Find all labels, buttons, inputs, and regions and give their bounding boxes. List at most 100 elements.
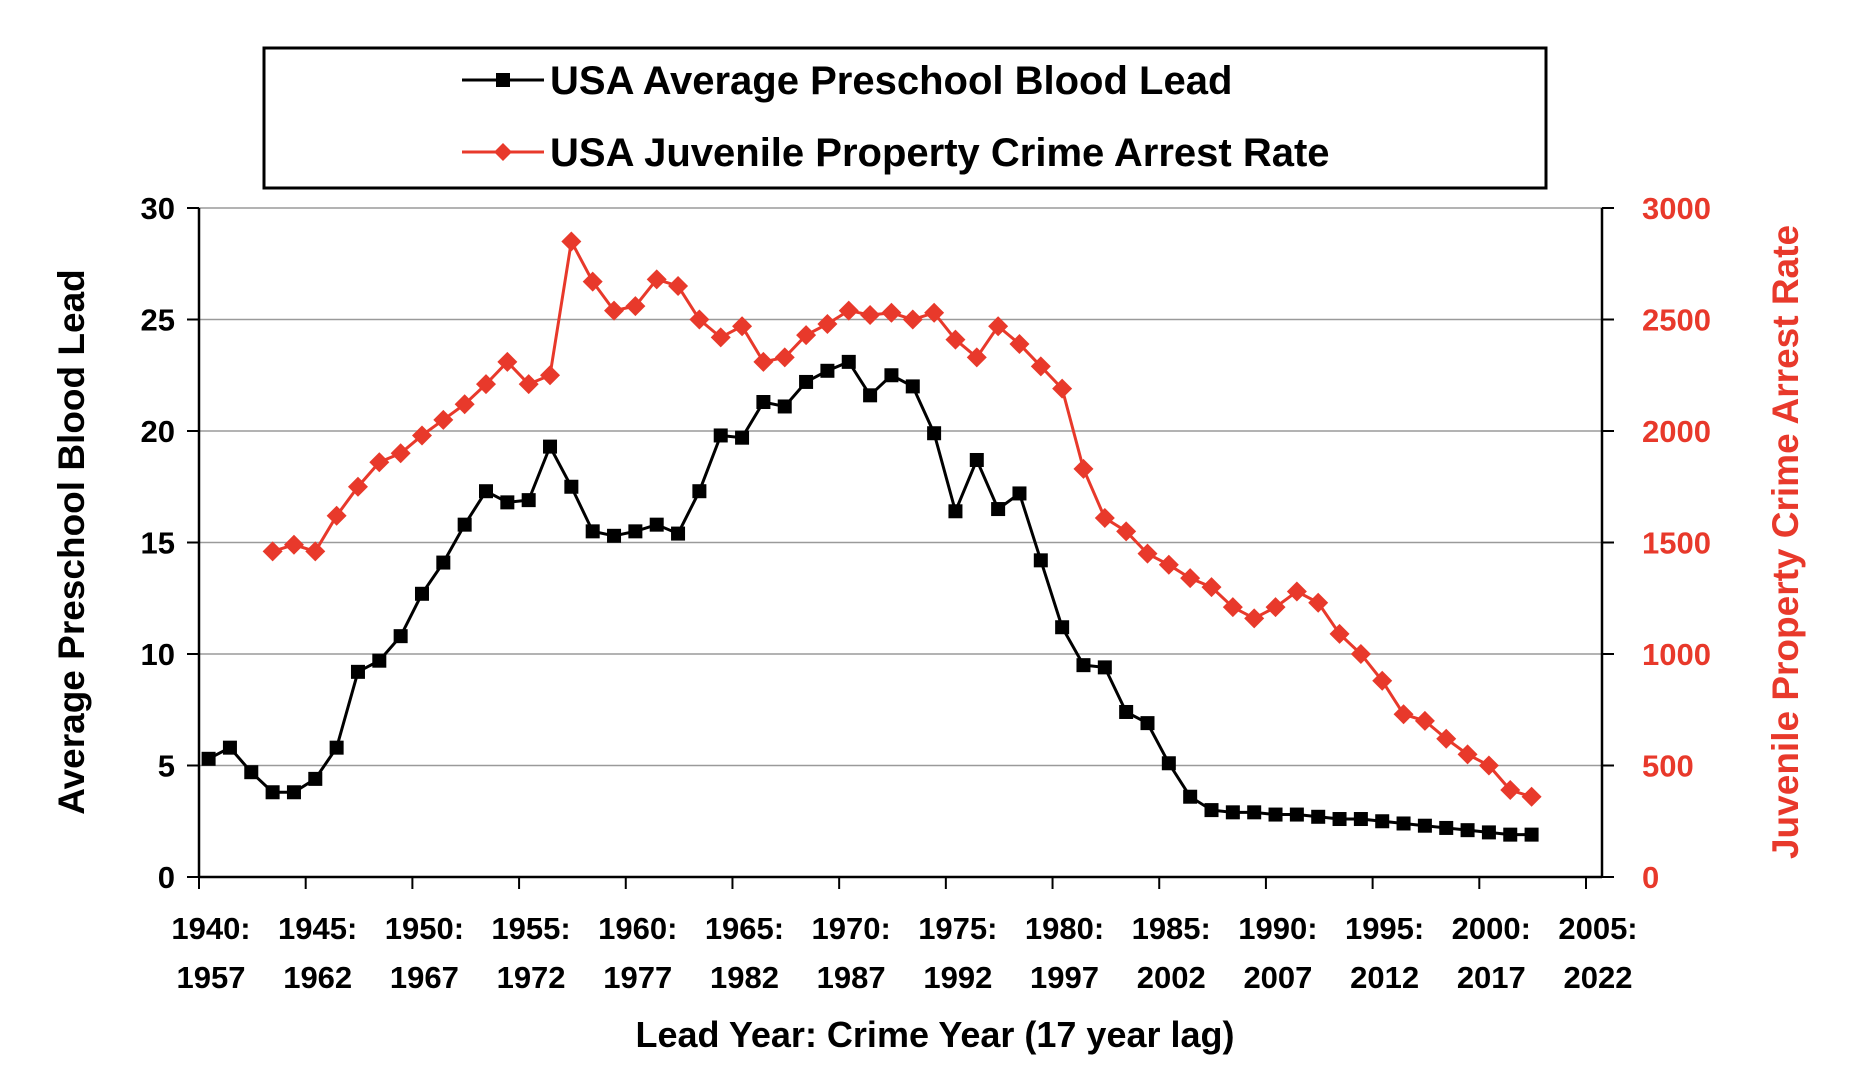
x-axis-label: Lead Year: Crime Year (17 year lag) — [635, 1014, 1234, 1055]
data-point-diamond — [625, 296, 646, 317]
data-point-square — [1481, 825, 1496, 840]
legend-label-lead: USA Average Preschool Blood Lead — [550, 59, 1232, 103]
data-point-square — [649, 517, 664, 532]
data-point-square — [1311, 809, 1326, 824]
data-point-diamond — [1222, 597, 1243, 618]
x-tick-label-lead-year: 1955: — [491, 911, 570, 946]
data-point-square — [564, 479, 579, 494]
data-point-square — [863, 388, 878, 403]
data-point-diamond — [838, 300, 859, 321]
data-point-square — [1161, 756, 1176, 771]
data-point-square — [607, 528, 622, 543]
x-tick-label-lead-year: 1970: — [812, 911, 891, 946]
data-point-diamond — [540, 365, 561, 386]
x-tick-label-crime-year: 1987 — [817, 960, 886, 995]
data-point-square — [692, 484, 707, 499]
data-point-diamond — [796, 325, 817, 346]
x-tick-label-crime-year: 2022 — [1564, 960, 1633, 995]
data-point-square — [1460, 823, 1475, 838]
data-point-square — [393, 629, 408, 644]
data-point-diamond — [369, 452, 390, 473]
data-point-square — [1055, 620, 1070, 635]
series-line — [207, 359, 1532, 837]
data-point-square — [927, 426, 942, 441]
y-right-tick-label: 0 — [1642, 860, 1659, 895]
data-point-diamond — [689, 309, 710, 330]
data-point-diamond — [902, 309, 923, 330]
data-point-square — [735, 430, 750, 445]
data-point-square — [841, 354, 856, 369]
data-point-square — [1375, 814, 1390, 829]
data-point-diamond — [881, 302, 902, 323]
data-point-diamond — [390, 443, 411, 464]
data-point-diamond — [433, 409, 454, 430]
data-point-diamond — [1393, 704, 1414, 725]
data-point-diamond — [1436, 728, 1457, 749]
data-point-diamond — [1244, 608, 1265, 629]
data-point-diamond — [497, 351, 518, 372]
x-tick-label-lead-year: 1940: — [171, 911, 250, 946]
data-point-square — [820, 363, 835, 378]
data-point-square — [1332, 812, 1347, 827]
x-tick-label-crime-year: 1972 — [497, 960, 566, 995]
data-point-square — [1353, 812, 1368, 827]
data-point-square — [222, 740, 237, 755]
data-point-diamond — [860, 305, 881, 326]
data-point-square — [436, 555, 451, 570]
data-point-diamond — [1329, 623, 1350, 644]
x-tick-label-lead-year: 1985: — [1132, 911, 1211, 946]
legend: USA Average Preschool Blood Lead USA Juv… — [262, 46, 1548, 190]
data-point-square — [521, 493, 536, 508]
x-tick-label-crime-year: 2002 — [1137, 960, 1206, 995]
data-point-diamond — [476, 374, 497, 395]
x-tick-label-crime-year: 1957 — [177, 960, 246, 995]
series-layer — [201, 231, 1542, 842]
y-left-tick-label: 0 — [158, 860, 175, 895]
data-point-diamond — [945, 329, 966, 350]
x-tick-label-lead-year: 1980: — [1025, 911, 1104, 946]
x-tick-label-lead-year: 1960: — [598, 911, 677, 946]
x-tick-label-crime-year: 2017 — [1457, 960, 1526, 995]
data-point-diamond — [646, 269, 667, 290]
data-point-square — [1076, 658, 1091, 673]
y-right-tick-label: 1500 — [1642, 526, 1711, 561]
data-point-square — [991, 502, 1006, 517]
data-point-diamond — [262, 541, 283, 562]
data-point-diamond — [774, 347, 795, 368]
legend-box — [262, 46, 1548, 190]
data-point-diamond — [1457, 744, 1478, 765]
x-tick-label-lead-year: 2005: — [1558, 911, 1637, 946]
data-point-square — [1097, 660, 1112, 675]
gridlines — [199, 207, 1602, 767]
data-point-diamond — [1521, 786, 1542, 807]
data-point-square — [1289, 807, 1304, 822]
data-point-square — [1503, 827, 1518, 842]
y-right-tick-label: 2500 — [1642, 303, 1711, 338]
x-tick-label-lead-year: 1950: — [385, 911, 464, 946]
data-point-square — [671, 526, 686, 541]
data-point-diamond — [753, 351, 774, 372]
data-point-square — [350, 664, 365, 679]
x-tick-label-crime-year: 1997 — [1030, 960, 1099, 995]
y-right-tick-label: 2000 — [1642, 414, 1711, 449]
data-point-square — [1247, 805, 1262, 820]
y-axis-right-label: Juvenile Property Crime Arrest Rate — [1765, 225, 1806, 859]
legend-marker-crime — [494, 143, 512, 161]
x-tick-label-lead-year: 1965: — [705, 911, 784, 946]
data-point-square — [308, 771, 323, 786]
x-tick-label-crime-year: 1977 — [603, 960, 672, 995]
y-right-tick-label: 1000 — [1642, 637, 1711, 672]
data-point-diamond — [1201, 577, 1222, 598]
data-point-diamond — [283, 534, 304, 555]
data-point-square — [1439, 820, 1454, 835]
data-point-square — [1012, 486, 1027, 501]
series-blood-lead — [201, 354, 1539, 842]
data-point-square — [1183, 789, 1198, 804]
x-tick-label-lead-year: 1975: — [918, 911, 997, 946]
data-point-square — [756, 395, 771, 410]
data-point-square — [372, 653, 387, 668]
data-point-square — [799, 374, 814, 389]
data-point-diamond — [604, 300, 625, 321]
y-left-tick-label: 25 — [141, 303, 175, 338]
data-point-diamond — [1308, 592, 1329, 613]
